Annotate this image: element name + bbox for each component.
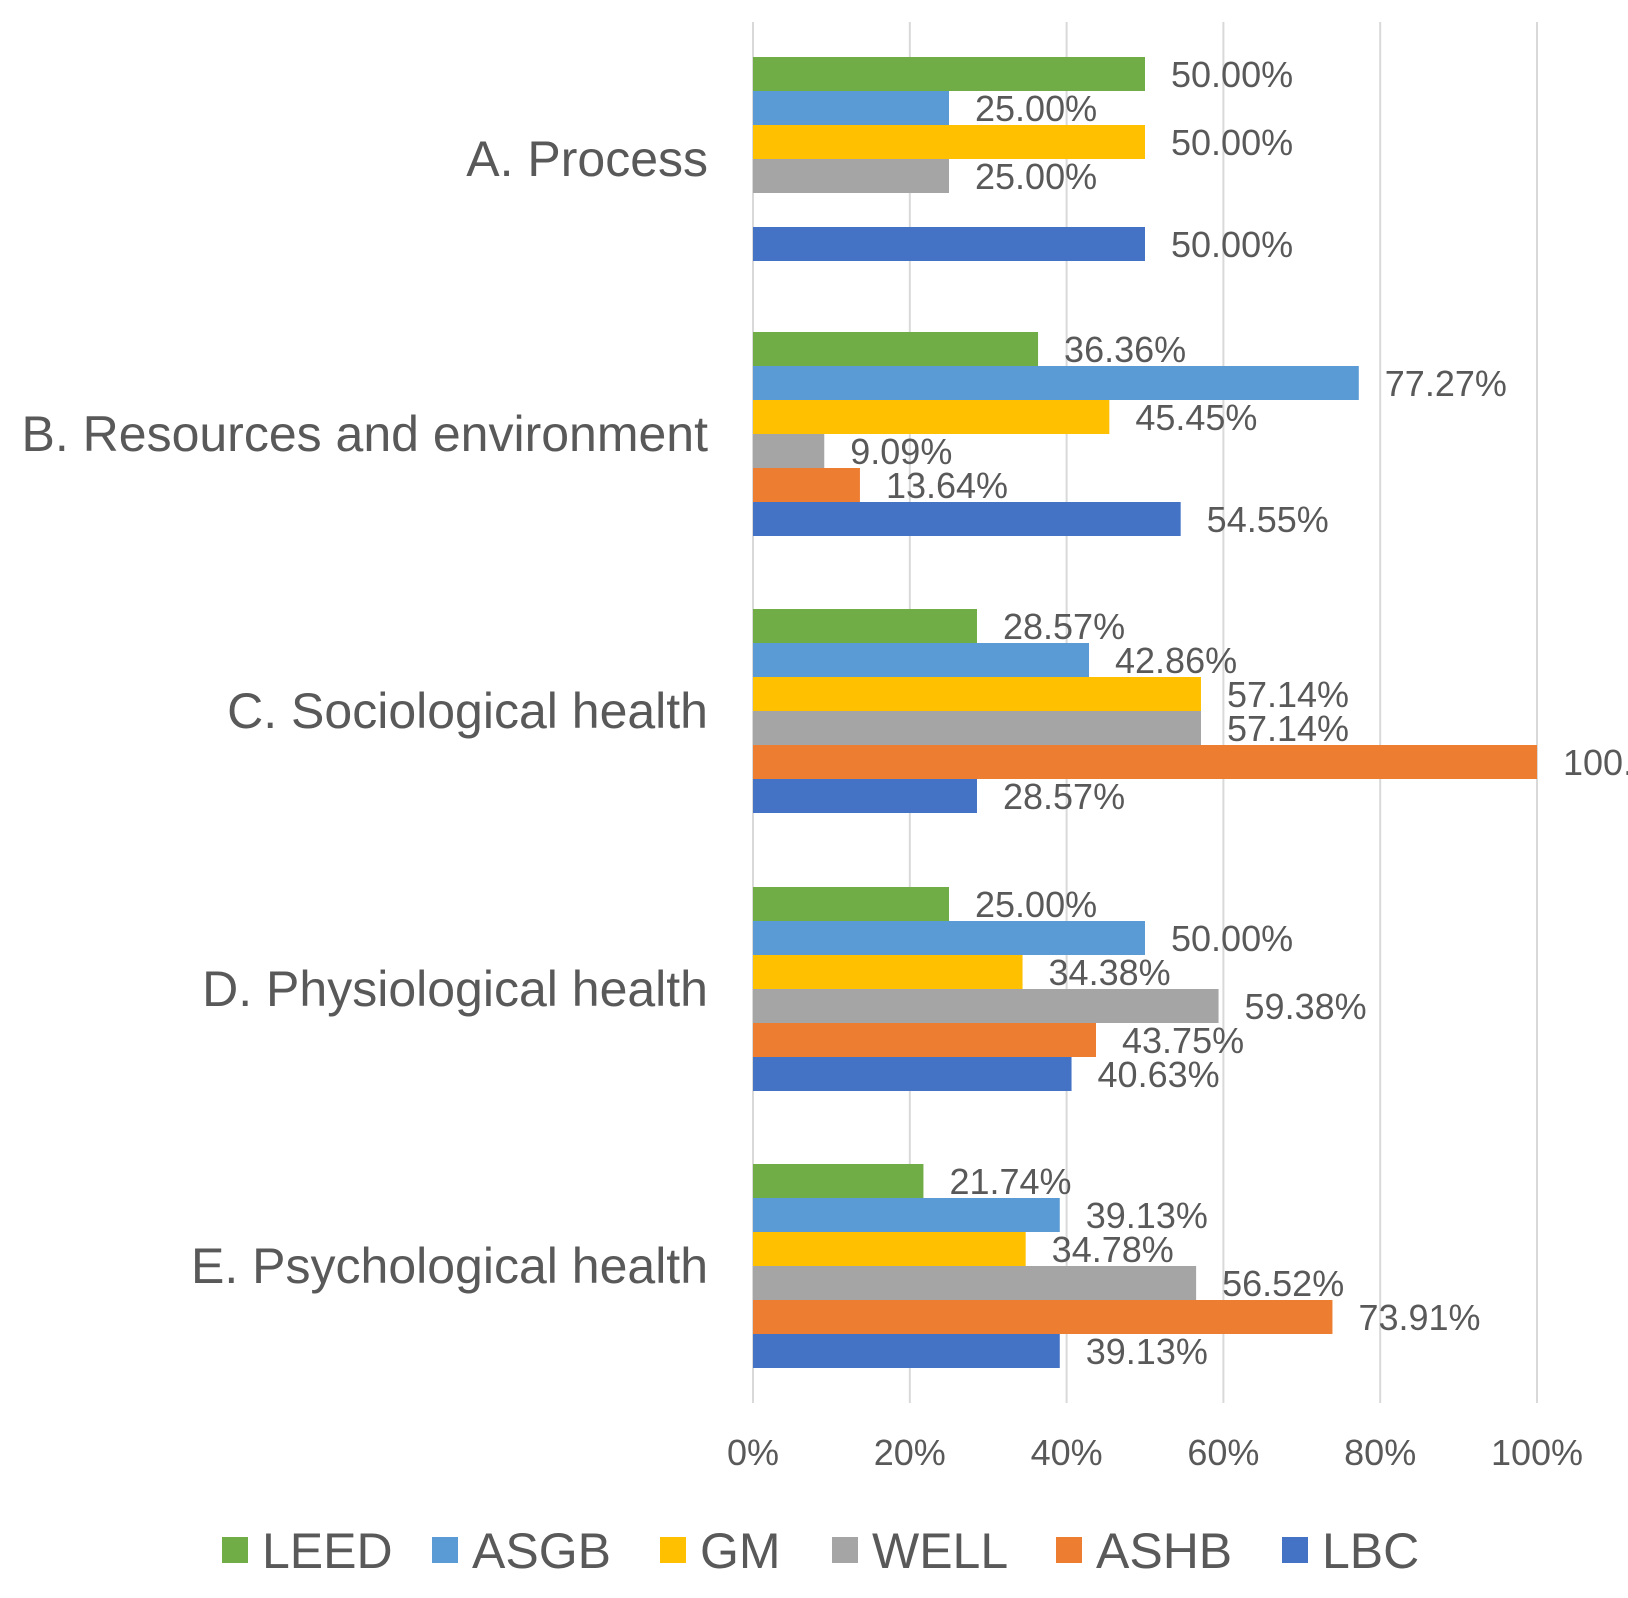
data-label: 9.09%: [850, 431, 952, 472]
bar-lbc: [753, 227, 1145, 261]
legend-swatch-ashb: [1056, 1537, 1082, 1563]
category-labels: A. Process B. Resources and environment C.…: [22, 131, 709, 1294]
x-axis-ticks: 0% 20% 40% 60% 80% 100%: [727, 1432, 1583, 1473]
legend: LEED ASGB GM WELL ASHB LBC: [222, 1523, 1419, 1579]
data-label: 40.63%: [1098, 1054, 1220, 1095]
bar-ashb: [753, 745, 1537, 779]
data-label: 77.27%: [1385, 363, 1507, 404]
legend-swatch-lbc: [1282, 1537, 1308, 1563]
data-label: 25.00%: [975, 156, 1097, 197]
bar-ashb: [753, 1023, 1096, 1057]
bar-leed: [753, 609, 977, 643]
data-label: 25.00%: [975, 88, 1097, 129]
data-label: 13.64%: [886, 465, 1008, 506]
data-label: 21.74%: [949, 1161, 1071, 1202]
data-label: 73.91%: [1358, 1297, 1480, 1338]
bar-leed: [753, 57, 1145, 91]
data-label: 28.57%: [1003, 776, 1125, 817]
legend-label-leed: LEED: [262, 1523, 393, 1579]
data-label: 50.00%: [1171, 54, 1293, 95]
bar-lbc: [753, 1334, 1060, 1368]
legend-label-ashb: ASHB: [1096, 1523, 1232, 1579]
bar-well: [753, 711, 1201, 745]
bar-well: [753, 159, 949, 193]
bar-well: [753, 434, 825, 468]
bar-lbc: [753, 779, 977, 813]
bar-gm: [753, 955, 1023, 989]
data-label: 57.14%: [1227, 674, 1349, 715]
data-label: 25.00%: [975, 884, 1097, 925]
x-tick-label: 100%: [1491, 1432, 1583, 1473]
data-label: 45.45%: [1135, 397, 1257, 438]
x-tick-label: 40%: [1031, 1432, 1103, 1473]
legend-label-asgb: ASGB: [472, 1523, 611, 1579]
bar-leed: [753, 332, 1039, 366]
data-label: 42.86%: [1115, 640, 1237, 681]
x-tick-label: 0%: [727, 1432, 779, 1473]
legend-swatch-asgb: [432, 1537, 458, 1563]
bar-asgb: [753, 91, 949, 125]
data-label: 59.38%: [1245, 986, 1367, 1027]
category-label: A. Process: [466, 131, 708, 187]
category-label: B. Resources and environment: [22, 406, 709, 462]
bar-well: [753, 989, 1219, 1023]
data-label: 54.55%: [1207, 499, 1329, 540]
category-label: E. Psychological health: [191, 1238, 708, 1294]
legend-label-well: WELL: [872, 1523, 1008, 1579]
data-label: 39.13%: [1086, 1331, 1208, 1372]
bar-asgb: [753, 921, 1145, 955]
x-tick-label: 80%: [1344, 1432, 1416, 1473]
bar-asgb: [753, 366, 1359, 400]
data-label: 36.36%: [1064, 329, 1186, 370]
bar-lbc: [753, 1057, 1072, 1091]
data-label: 50.00%: [1171, 122, 1293, 163]
legend-swatch-well: [832, 1537, 858, 1563]
bar-ashb: [753, 468, 860, 502]
bar-well: [753, 1266, 1197, 1300]
category-label: D. Physiological health: [202, 961, 708, 1017]
data-label: 50.00%: [1171, 918, 1293, 959]
data-label: 50.00%: [1171, 224, 1293, 265]
bar-gm: [753, 400, 1110, 434]
x-tick-label: 20%: [874, 1432, 946, 1473]
bar-asgb: [753, 643, 1090, 677]
bar-lbc: [753, 502, 1181, 536]
bar-gm: [753, 1232, 1026, 1266]
legend-swatch-gm: [660, 1537, 686, 1563]
data-labels: 50.00% 36.36% 28.57% 25.00% 21.74% 25.00% 77.2…: [850, 54, 1628, 1372]
bar-leed: [753, 887, 949, 921]
data-label: 34.78%: [1052, 1229, 1174, 1270]
x-tick-label: 60%: [1187, 1432, 1259, 1473]
data-label: 28.57%: [1003, 606, 1125, 647]
legend-label-gm: GM: [700, 1523, 781, 1579]
bar-ashb: [753, 1300, 1333, 1334]
bar-gm: [753, 125, 1145, 159]
category-label: C. Sociological health: [227, 683, 708, 739]
bar-leed: [753, 1164, 924, 1198]
data-label: 43.75%: [1122, 1020, 1244, 1061]
data-label: 34.38%: [1049, 952, 1171, 993]
data-label: 57.14%: [1227, 708, 1349, 749]
legend-label-lbc: LBC: [1322, 1523, 1419, 1579]
bars: [753, 57, 1537, 1368]
data-label: 39.13%: [1086, 1195, 1208, 1236]
bar-gm: [753, 677, 1201, 711]
bar-asgb: [753, 1198, 1060, 1232]
data-label: 100.00%: [1563, 742, 1628, 783]
data-label: 56.52%: [1222, 1263, 1344, 1304]
legend-swatch-leed: [222, 1537, 248, 1563]
